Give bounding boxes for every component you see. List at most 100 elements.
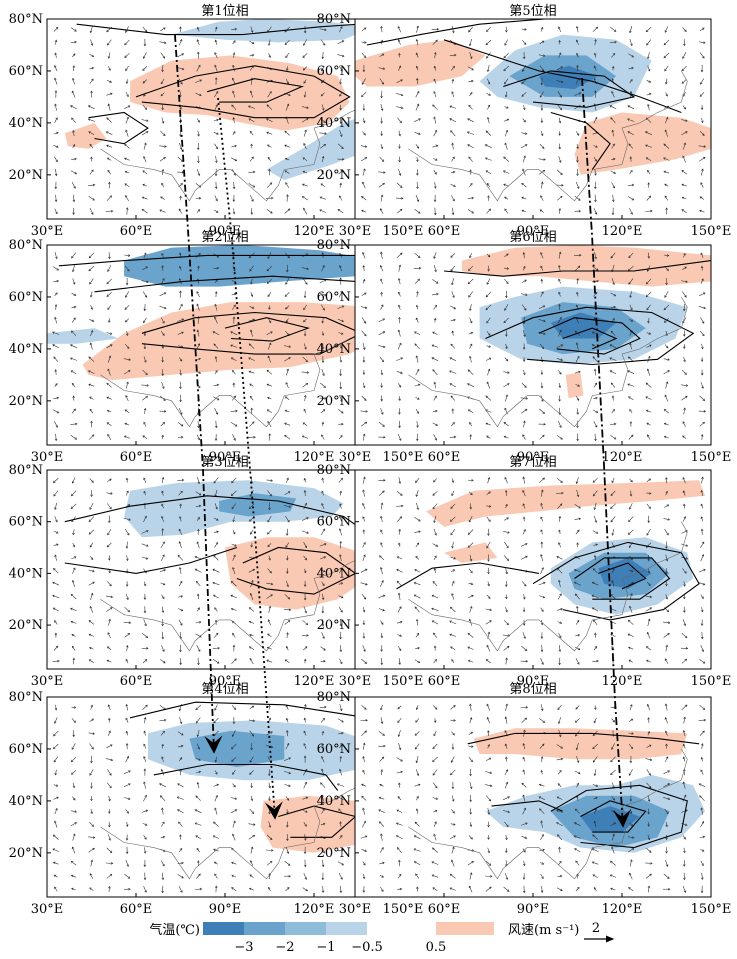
wind-vector <box>362 131 366 136</box>
wind-vector <box>143 568 147 573</box>
wind-vector <box>433 555 437 561</box>
wind-vector <box>213 633 219 638</box>
wind-vector <box>71 861 77 866</box>
wind-vector <box>487 369 490 376</box>
wind-vector <box>504 304 509 311</box>
wind-vector <box>451 859 455 867</box>
wind-vector <box>340 885 342 893</box>
wind-vector <box>665 117 668 124</box>
wind-vector <box>107 305 112 310</box>
wind-vector <box>179 266 182 271</box>
wind-vector <box>556 344 563 348</box>
wind-vector <box>521 645 527 651</box>
wind-vector <box>665 703 668 711</box>
wind-vector <box>699 730 705 736</box>
wind-vector <box>108 886 110 892</box>
wind-vector <box>105 595 113 598</box>
wind-vector <box>504 208 508 214</box>
wind-vector <box>628 529 634 535</box>
wind-vector <box>486 52 491 59</box>
x-tick-label: 90°E <box>209 224 242 239</box>
wind-vector <box>179 657 182 665</box>
wind-vector <box>540 489 543 497</box>
wind-vector <box>159 157 166 162</box>
wind-vector <box>267 157 272 162</box>
wind-vector <box>540 516 544 522</box>
wind-vector <box>178 619 183 626</box>
wind-vector <box>142 291 148 298</box>
wind-vector <box>646 581 651 586</box>
wind-vector <box>285 542 290 548</box>
wind-vector <box>434 207 436 215</box>
wind-vector <box>142 170 148 175</box>
panel-title: 第6位相 <box>509 230 556 245</box>
wind-vector <box>322 731 324 736</box>
wind-vector <box>699 52 705 59</box>
wind-vector <box>284 26 290 33</box>
wind-vector <box>379 756 385 762</box>
wind-vector <box>609 105 617 110</box>
wind-vector <box>126 822 128 827</box>
wind-vector <box>627 131 635 136</box>
wind-vector <box>106 847 113 853</box>
colorbar-swatch <box>285 922 326 935</box>
wind-vector <box>431 874 439 878</box>
wind-vector <box>574 569 581 573</box>
wind-vector <box>88 265 95 272</box>
wind-vector <box>197 130 200 137</box>
wind-vector <box>628 718 633 722</box>
wind-vector <box>681 530 688 534</box>
wind-vector <box>54 252 58 259</box>
wind-vector <box>468 745 474 748</box>
wind-vector <box>539 808 545 815</box>
wind-vector <box>72 833 75 841</box>
panel-title: 第7位相 <box>509 455 556 470</box>
wind-vector <box>416 355 419 363</box>
wind-vector <box>284 422 291 426</box>
wind-vector <box>304 568 306 573</box>
wind-vector <box>88 384 95 387</box>
x-tick-label: 90°E <box>517 450 550 465</box>
wind-vector <box>72 529 75 535</box>
wind-vector <box>576 783 579 788</box>
wind-vector <box>504 196 509 200</box>
wind-vector <box>88 732 95 735</box>
wind-vector <box>450 130 456 137</box>
wind-vector <box>301 371 309 373</box>
x-tick-label: 60°E <box>120 674 153 689</box>
wind-vector <box>71 117 77 123</box>
wind-vector <box>647 886 650 893</box>
wind-vector <box>55 369 57 375</box>
wind-vector <box>628 396 634 400</box>
wind-vector <box>593 717 597 723</box>
wind-vector <box>539 40 545 44</box>
wind-vector <box>195 568 202 573</box>
wind-vector <box>700 644 704 652</box>
wind-vector <box>663 39 670 46</box>
wind-vector <box>449 383 456 388</box>
wind-vector <box>160 860 165 867</box>
wind-vector <box>538 158 546 160</box>
wind-vector <box>248 171 255 173</box>
wind-vector <box>414 861 421 866</box>
wind-vector <box>54 317 58 324</box>
wind-vector <box>124 254 130 257</box>
wind-vector <box>645 210 653 212</box>
wind-vector <box>576 489 579 497</box>
wind-vector <box>575 131 580 136</box>
wind-vector <box>665 92 668 97</box>
wind-vector <box>505 567 508 574</box>
wind-vector <box>71 718 76 723</box>
wind-vector <box>161 183 164 188</box>
wind-vector <box>538 54 545 57</box>
wind-vector <box>414 384 420 387</box>
wind-vector <box>469 52 472 59</box>
wind-vector <box>126 331 128 336</box>
wind-vector <box>486 795 491 802</box>
wind-vector <box>681 131 688 136</box>
wind-vector <box>540 27 543 32</box>
wind-vector <box>213 267 219 270</box>
wind-vector <box>413 848 421 852</box>
wind-vector <box>142 79 147 84</box>
wind-vector <box>395 505 404 507</box>
